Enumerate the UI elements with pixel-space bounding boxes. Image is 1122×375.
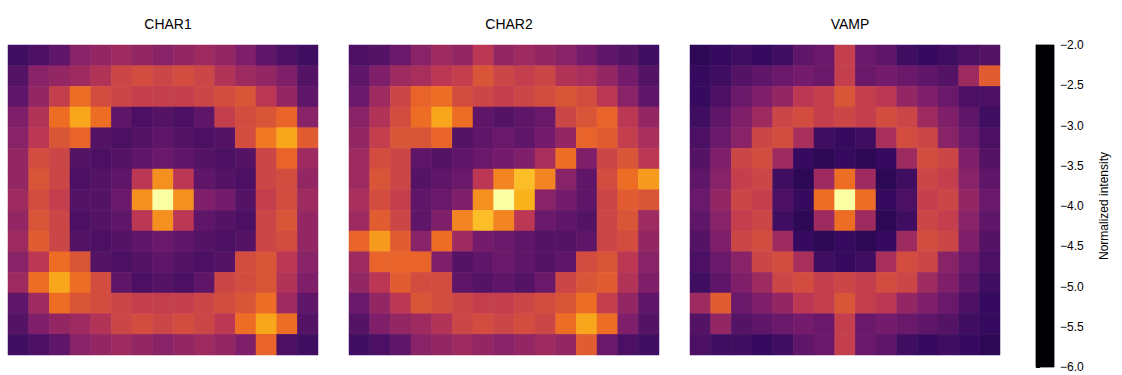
svg-text:−6.0: −6.0 (1060, 360, 1084, 374)
svg-text:VAMP: VAMP (831, 16, 870, 32)
svg-text:−3.0: −3.0 (1060, 119, 1084, 133)
svg-text:CHAR1: CHAR1 (144, 16, 192, 32)
svg-text:−5.5: −5.5 (1060, 320, 1084, 334)
svg-text:−4.0: −4.0 (1060, 199, 1084, 213)
svg-text:−4.5: −4.5 (1060, 239, 1084, 253)
svg-text:−3.5: −3.5 (1060, 159, 1084, 173)
svg-text:Normalized intensity: Normalized intensity (1097, 152, 1111, 260)
svg-text:−2.5: −2.5 (1060, 78, 1084, 92)
svg-text:−5.0: −5.0 (1060, 280, 1084, 294)
svg-text:CHAR2: CHAR2 (485, 16, 533, 32)
svg-text:−2.0: −2.0 (1060, 38, 1084, 52)
